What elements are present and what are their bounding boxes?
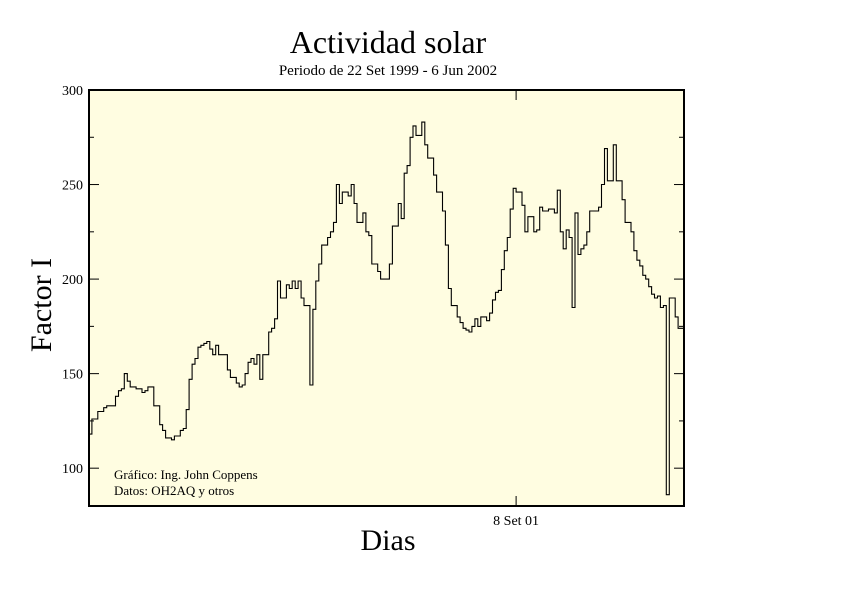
plot-frame xyxy=(88,89,685,507)
annotation-text: Gráfico: Ing. John Coppens xyxy=(114,467,258,482)
annotation-text: Datos: OH2AQ y otros xyxy=(114,483,234,498)
y-tick: 250 xyxy=(62,179,684,194)
chart-title: Actividad solar xyxy=(289,24,487,60)
y-tick: 200 xyxy=(62,273,684,288)
y-tick-label: 300 xyxy=(62,84,83,99)
y-tick-label: 250 xyxy=(62,179,83,194)
y-tick: 150 xyxy=(62,368,684,383)
x-tick-label: 8 Set 01 xyxy=(493,514,539,529)
plot-area xyxy=(89,90,684,506)
y-tick-label: 100 xyxy=(62,462,83,477)
series-line xyxy=(89,121,684,496)
y-tick-label: 200 xyxy=(62,273,83,288)
chart-subtitle: Periodo de 22 Set 1999 - 6 Jun 2002 xyxy=(278,63,498,79)
x-axis-label: Dias xyxy=(360,524,416,557)
y-tick-label: 150 xyxy=(62,368,83,383)
y-tick: 100 xyxy=(62,462,684,477)
x-tick: 8 Set 01 xyxy=(493,90,539,529)
